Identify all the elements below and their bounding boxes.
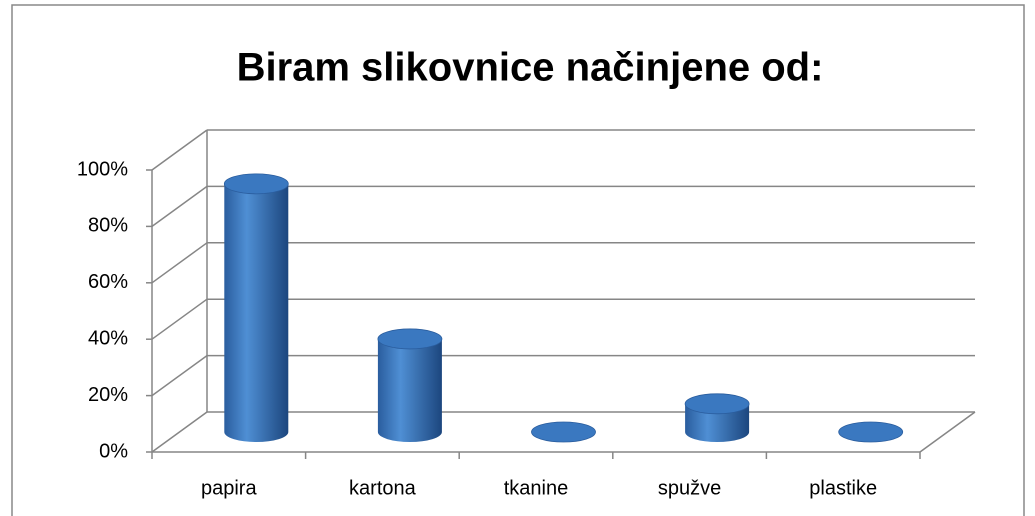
x-tick-label: papira — [201, 477, 257, 499]
grid-line — [151, 354, 208, 397]
x-tick-label: tkanine — [504, 477, 569, 499]
y-tick-label: 20% — [88, 384, 128, 406]
bar-top — [377, 328, 443, 350]
bar — [685, 403, 750, 442]
chart-title: Biram slikovnice načinjene od: — [237, 46, 824, 90]
y-tick-label: 100% — [77, 158, 128, 180]
y-tick-label: 80% — [88, 215, 128, 237]
bar-top — [531, 421, 596, 443]
grid-line — [151, 185, 208, 228]
y-tick-label: 40% — [88, 327, 128, 349]
grid-line — [151, 242, 208, 284]
x-tick-label: spužve — [658, 477, 721, 499]
bar-top — [684, 393, 750, 415]
x-tick-label: plastike — [809, 477, 877, 499]
grid-line — [151, 129, 208, 171]
grid-line — [151, 298, 208, 340]
bar — [377, 338, 442, 442]
floor-edge — [919, 411, 976, 453]
y-tick-label: 0% — [99, 440, 128, 462]
grid-line — [151, 411, 208, 453]
x-tick-label: kartona — [349, 477, 417, 499]
bar-top — [223, 173, 289, 195]
bar — [224, 183, 289, 442]
bar-top — [838, 421, 904, 443]
y-tick-label: 60% — [88, 271, 128, 293]
